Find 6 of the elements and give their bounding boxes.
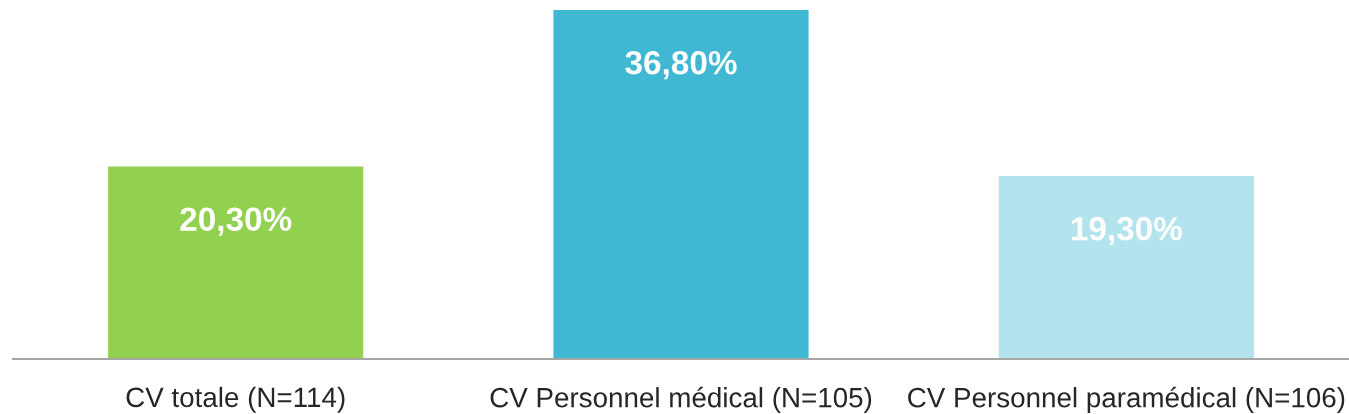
data-label: 36,80% — [625, 50, 737, 80]
data-label: 19,30% — [1071, 216, 1182, 246]
x-tick-label: CV Personnel paramédical (N=106) — [908, 386, 1345, 413]
x-tick-label: CV totale (N=114) — [126, 386, 345, 413]
data-label: 20,30% — [180, 207, 292, 236]
x-tick-label: CV Personnel médical (N=105) — [490, 386, 872, 413]
